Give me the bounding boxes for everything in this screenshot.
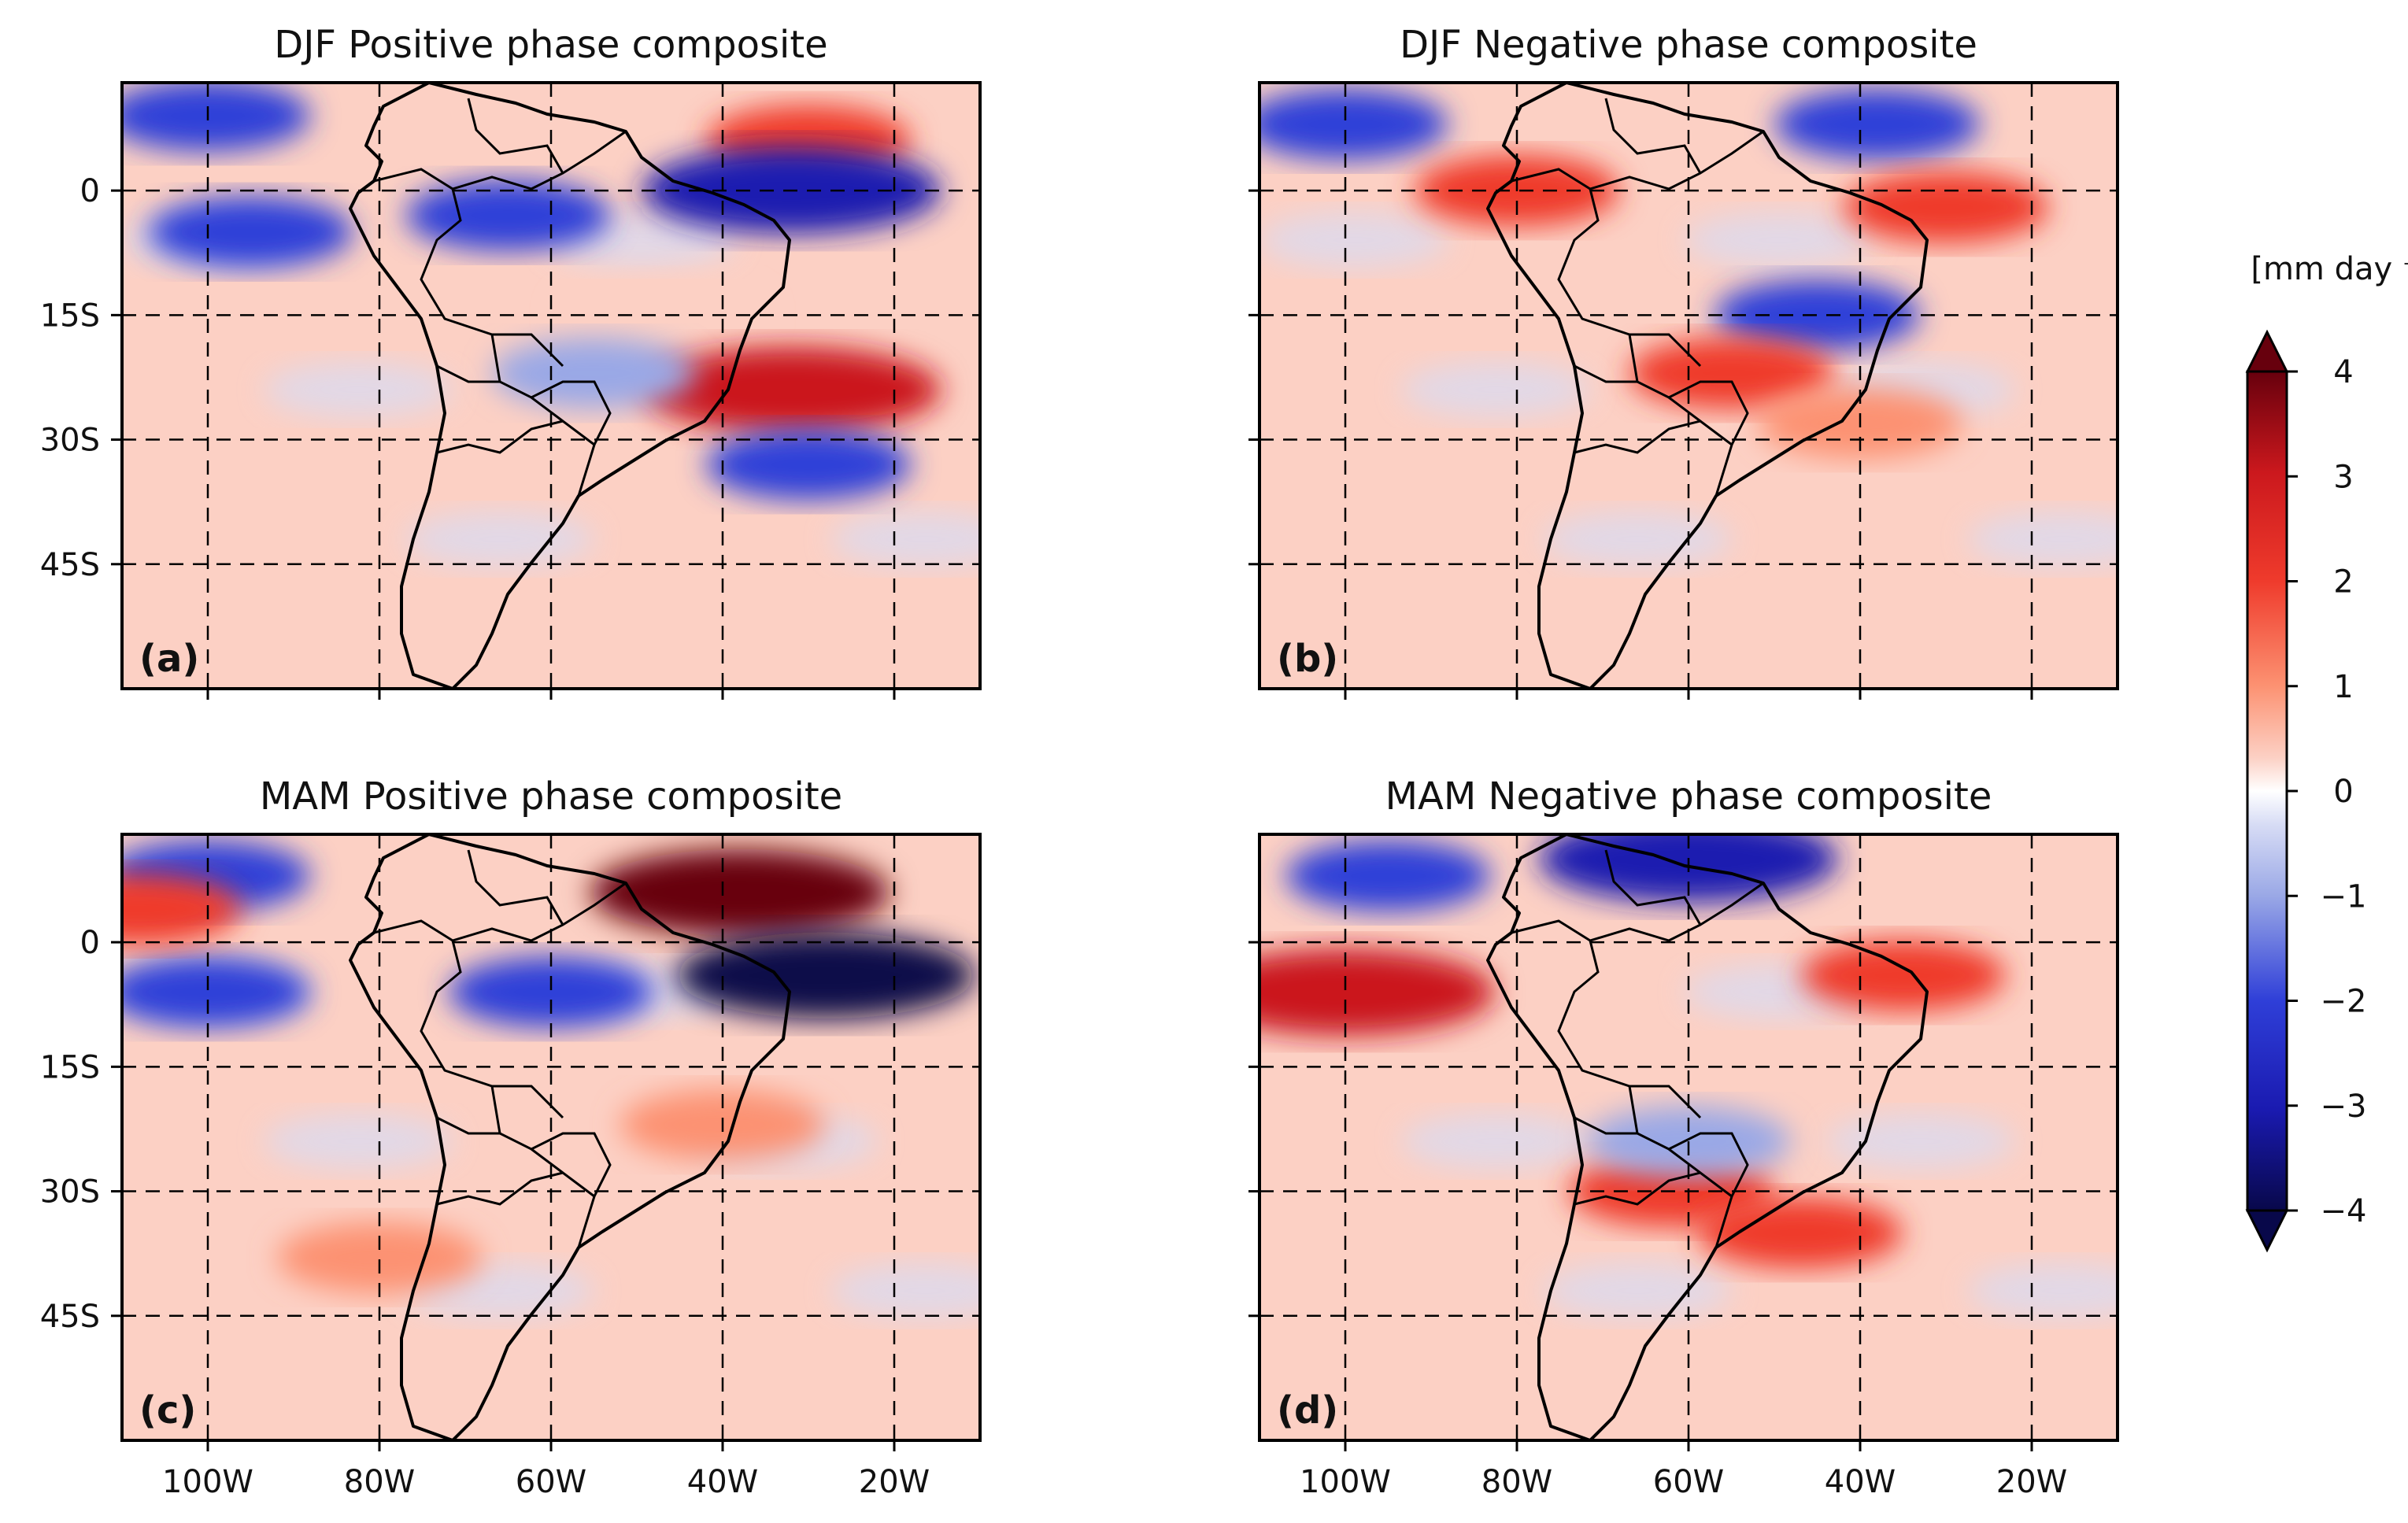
anomaly-feature: [1697, 1197, 1903, 1269]
map-area-c: [122, 834, 980, 1440]
texture-patch: [264, 1114, 453, 1169]
texture-patch: [1401, 362, 1590, 417]
panel-d: MAM Negative phase composite 100W 80W 60W 40…: [1248, 774, 2119, 1500]
colorbar-body: [2246, 370, 2288, 1212]
colorbar-tick-label: 0: [2333, 774, 2353, 810]
anomaly-feature: [491, 338, 697, 409]
colorbar-tick-label: 2: [2333, 564, 2353, 601]
panel-title-d: MAM Negative phase composite: [1385, 774, 1992, 819]
y-tick-label: 45S: [40, 547, 100, 583]
colorbar-tick-label: 1: [2333, 669, 2353, 705]
anomaly-feature: [1259, 88, 1448, 160]
texture-patch: [1826, 1114, 2015, 1169]
y-tick-label: 30S: [40, 1174, 100, 1211]
y-tick-label: 15S: [40, 1049, 100, 1085]
anomaly-feature: [122, 873, 242, 944]
texture-patch: [830, 512, 980, 567]
texture-patch: [405, 512, 594, 567]
colorbar-extend-min: [2245, 1209, 2289, 1253]
anomaly-feature: [1800, 940, 2006, 1011]
texture-patch: [264, 362, 453, 417]
panel-title-c: MAM Positive phase composite: [260, 774, 842, 819]
x-tick-label: 40W: [1825, 1464, 1896, 1500]
anomaly-feature: [148, 196, 353, 268]
x-tick-label: 20W: [1996, 1464, 2067, 1500]
x-tick-label: 60W: [1653, 1464, 1724, 1500]
x-tick-label: 80W: [344, 1464, 415, 1500]
colorbar-tick-label: −4: [2321, 1193, 2367, 1229]
panel-b: DJF Negative phase composite (b): [1248, 23, 2119, 700]
x-tick-label: 20W: [859, 1464, 930, 1500]
x-tick-label: 80W: [1481, 1464, 1552, 1500]
map-area-d: [1259, 834, 2118, 1440]
texture-patch: [1968, 1263, 2118, 1318]
texture-patch: [830, 1263, 980, 1318]
texture-patch: [1543, 1263, 1732, 1318]
anomaly-feature: [706, 429, 911, 501]
texture-patch: [1259, 213, 1448, 268]
anomaly-feature: [122, 83, 310, 152]
y-tick-label: 15S: [40, 298, 100, 334]
anomaly-feature: [590, 848, 890, 936]
panel-title-b: DJF Negative phase composite: [1400, 23, 1977, 67]
map-area-a: [122, 83, 980, 689]
panel-label-c: (c): [139, 1388, 196, 1432]
x-tick-label: 60W: [516, 1464, 586, 1500]
y-tick-label: 0: [80, 173, 100, 209]
colorbar-tick-label: 3: [2333, 459, 2353, 495]
colorbar-extend-max: [2245, 329, 2289, 373]
anomaly-feature: [1259, 948, 1495, 1036]
anomaly-feature: [1774, 88, 1980, 160]
panel-label-a: (a): [139, 637, 199, 681]
anomaly-feature: [560, 279, 765, 351]
texture-patch: [1968, 512, 2118, 567]
x-tick-label: 100W: [162, 1464, 253, 1500]
colorbar-tick-label: −2: [2321, 984, 2367, 1020]
anomaly-feature: [1285, 840, 1491, 911]
panel-a: DJF Positive phase composite 0 15S 30S 45S (a…: [40, 23, 982, 700]
y-tick-label: 45S: [40, 1299, 100, 1335]
anomaly-feature: [675, 932, 975, 1019]
texture-patch: [1401, 1114, 1590, 1169]
x-tick-label: 40W: [687, 1464, 758, 1500]
texture-patch: [1685, 213, 1874, 268]
colorbar-tick-label: 4: [2333, 354, 2353, 390]
x-tick-label: 100W: [1300, 1464, 1391, 1500]
panel-c: MAM Positive phase composite 100W 80W 60W 40…: [40, 774, 982, 1500]
panel-label-d: (d): [1277, 1388, 1338, 1432]
anomaly-feature: [449, 956, 653, 1028]
colorbar-tick-label: −1: [2321, 878, 2367, 915]
panel-label-b: (b): [1277, 637, 1338, 681]
anomaly-feature: [277, 1222, 482, 1293]
texture-patch: [1543, 512, 1732, 567]
anomaly-feature: [1844, 172, 2048, 243]
anomaly-feature: [405, 179, 611, 251]
map-area-b: [1259, 83, 2118, 689]
y-tick-label: 30S: [40, 423, 100, 459]
y-tick-label: 0: [80, 925, 100, 961]
anomaly-feature: [642, 346, 941, 434]
anomaly-feature: [1714, 279, 1920, 351]
anomaly-feature: [122, 956, 310, 1028]
colorbar-unit-label: [mm day ⁻¹]: [2251, 251, 2408, 287]
colorbar-tick-label: −3: [2321, 1089, 2367, 1125]
panel-title-a: DJF Positive phase composite: [274, 23, 827, 67]
